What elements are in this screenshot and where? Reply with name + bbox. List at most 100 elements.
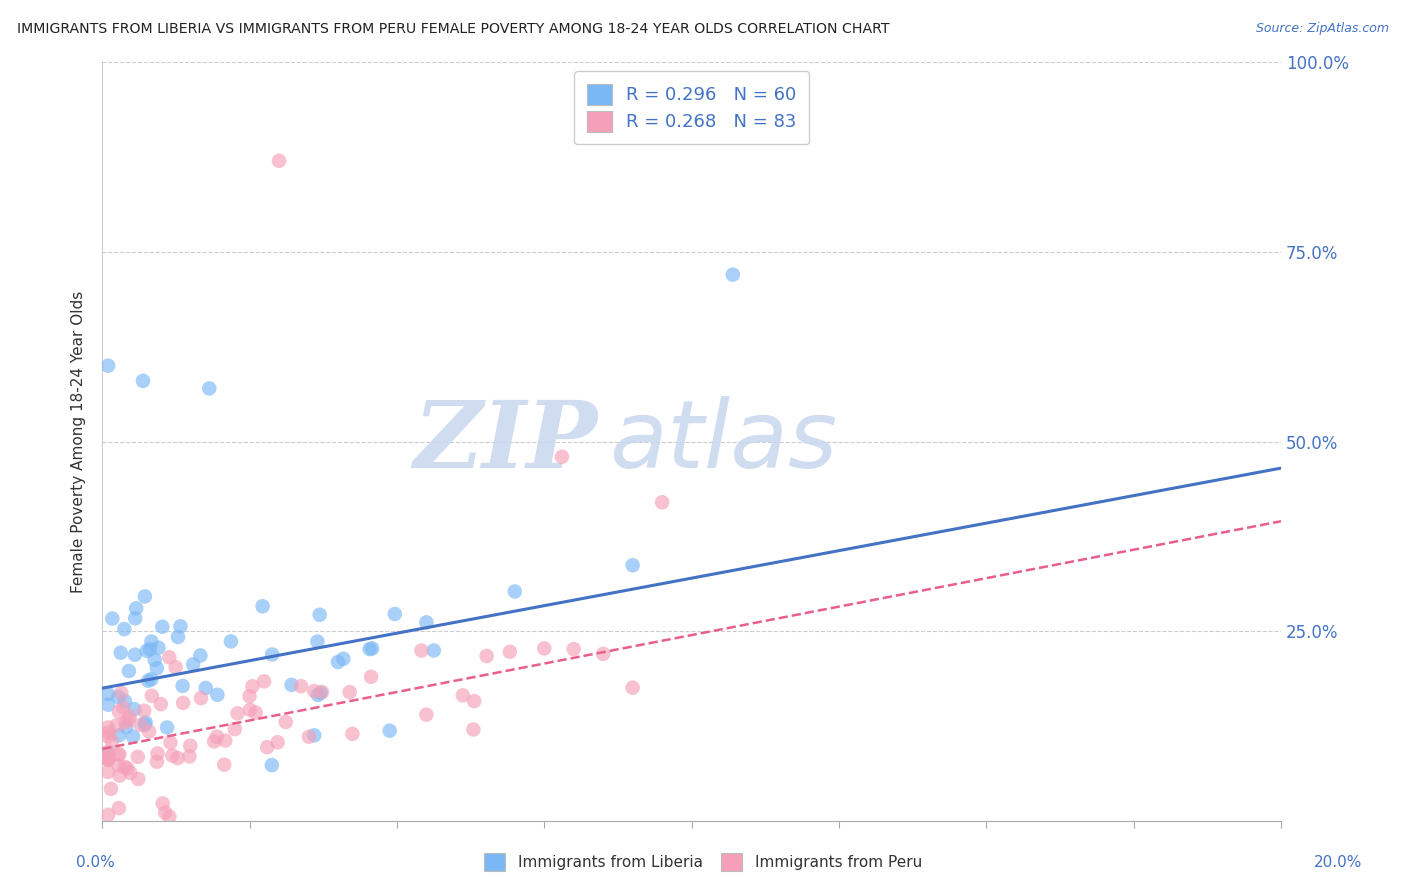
Point bbox=[97, 730, 120, 744]
Point bbox=[146, 747, 169, 761]
Point bbox=[423, 643, 446, 657]
Point bbox=[245, 706, 267, 720]
Point bbox=[339, 685, 361, 699]
Point bbox=[97, 721, 120, 735]
Point bbox=[125, 601, 148, 615]
Point bbox=[132, 374, 155, 388]
Point bbox=[108, 705, 131, 719]
Point bbox=[551, 450, 574, 464]
Point bbox=[157, 810, 180, 824]
Point bbox=[198, 381, 221, 395]
Point bbox=[117, 713, 139, 727]
Point bbox=[533, 641, 555, 656]
Point bbox=[214, 733, 236, 747]
Point bbox=[105, 718, 128, 732]
Point bbox=[342, 727, 364, 741]
Point bbox=[242, 679, 264, 693]
Point bbox=[101, 611, 124, 625]
Point bbox=[139, 642, 162, 657]
Point bbox=[110, 646, 132, 660]
Point bbox=[101, 734, 124, 748]
Point bbox=[621, 558, 644, 573]
Point bbox=[136, 673, 159, 688]
Point bbox=[157, 650, 180, 665]
Point bbox=[167, 630, 190, 644]
Point bbox=[311, 685, 333, 699]
Point bbox=[267, 735, 290, 749]
Point bbox=[212, 757, 235, 772]
Point bbox=[463, 694, 485, 708]
Point bbox=[166, 751, 188, 765]
Point bbox=[181, 657, 204, 672]
Point bbox=[499, 645, 522, 659]
Point bbox=[307, 634, 329, 648]
Point bbox=[378, 723, 401, 738]
Point bbox=[97, 687, 120, 701]
Point bbox=[190, 648, 212, 663]
Point bbox=[152, 797, 174, 811]
Point bbox=[143, 653, 166, 667]
Point bbox=[138, 724, 160, 739]
Point bbox=[503, 584, 526, 599]
Point bbox=[97, 748, 120, 763]
Point bbox=[108, 728, 131, 742]
Point bbox=[97, 752, 120, 766]
Point bbox=[124, 702, 146, 716]
Point bbox=[463, 723, 485, 737]
Point bbox=[262, 648, 284, 662]
Point bbox=[280, 678, 302, 692]
Point bbox=[224, 722, 246, 736]
Point bbox=[122, 730, 145, 744]
Point bbox=[141, 634, 163, 648]
Point bbox=[360, 670, 382, 684]
Point bbox=[97, 753, 120, 767]
Point bbox=[134, 590, 156, 604]
Point bbox=[165, 660, 187, 674]
Point bbox=[114, 715, 136, 730]
Point bbox=[361, 641, 384, 656]
Point bbox=[134, 704, 156, 718]
Point bbox=[309, 686, 332, 700]
Point bbox=[475, 648, 498, 663]
Point bbox=[97, 745, 120, 759]
Text: 0.0%: 0.0% bbox=[76, 855, 115, 870]
Point bbox=[127, 750, 149, 764]
Point bbox=[253, 674, 276, 689]
Text: atlas: atlas bbox=[609, 396, 838, 487]
Point bbox=[135, 715, 157, 730]
Point bbox=[124, 611, 146, 625]
Point bbox=[127, 772, 149, 786]
Text: IMMIGRANTS FROM LIBERIA VS IMMIGRANTS FROM PERU FEMALE POVERTY AMONG 18-24 YEAR : IMMIGRANTS FROM LIBERIA VS IMMIGRANTS FR… bbox=[17, 22, 890, 37]
Point bbox=[326, 655, 349, 669]
Point bbox=[290, 679, 312, 693]
Point bbox=[194, 681, 217, 695]
Point bbox=[97, 764, 120, 779]
Point bbox=[162, 748, 184, 763]
Point bbox=[308, 607, 330, 622]
Point bbox=[146, 755, 169, 769]
Point bbox=[219, 634, 242, 648]
Point bbox=[207, 688, 229, 702]
Point bbox=[451, 689, 474, 703]
Point bbox=[411, 643, 433, 657]
Point bbox=[134, 717, 156, 731]
Point bbox=[190, 691, 212, 706]
Point bbox=[260, 758, 283, 772]
Point bbox=[267, 153, 290, 168]
Point bbox=[97, 698, 120, 712]
Point bbox=[226, 706, 249, 721]
Point bbox=[117, 762, 139, 776]
Point bbox=[651, 495, 673, 509]
Point bbox=[304, 728, 326, 742]
Point bbox=[97, 725, 120, 739]
Point bbox=[721, 268, 744, 282]
Point bbox=[107, 690, 129, 704]
Point bbox=[108, 801, 131, 815]
Point bbox=[148, 640, 170, 655]
Point bbox=[97, 746, 120, 760]
Point bbox=[149, 697, 172, 711]
Point bbox=[359, 642, 381, 657]
Point bbox=[108, 747, 131, 762]
Point bbox=[156, 721, 179, 735]
Point bbox=[110, 686, 132, 700]
